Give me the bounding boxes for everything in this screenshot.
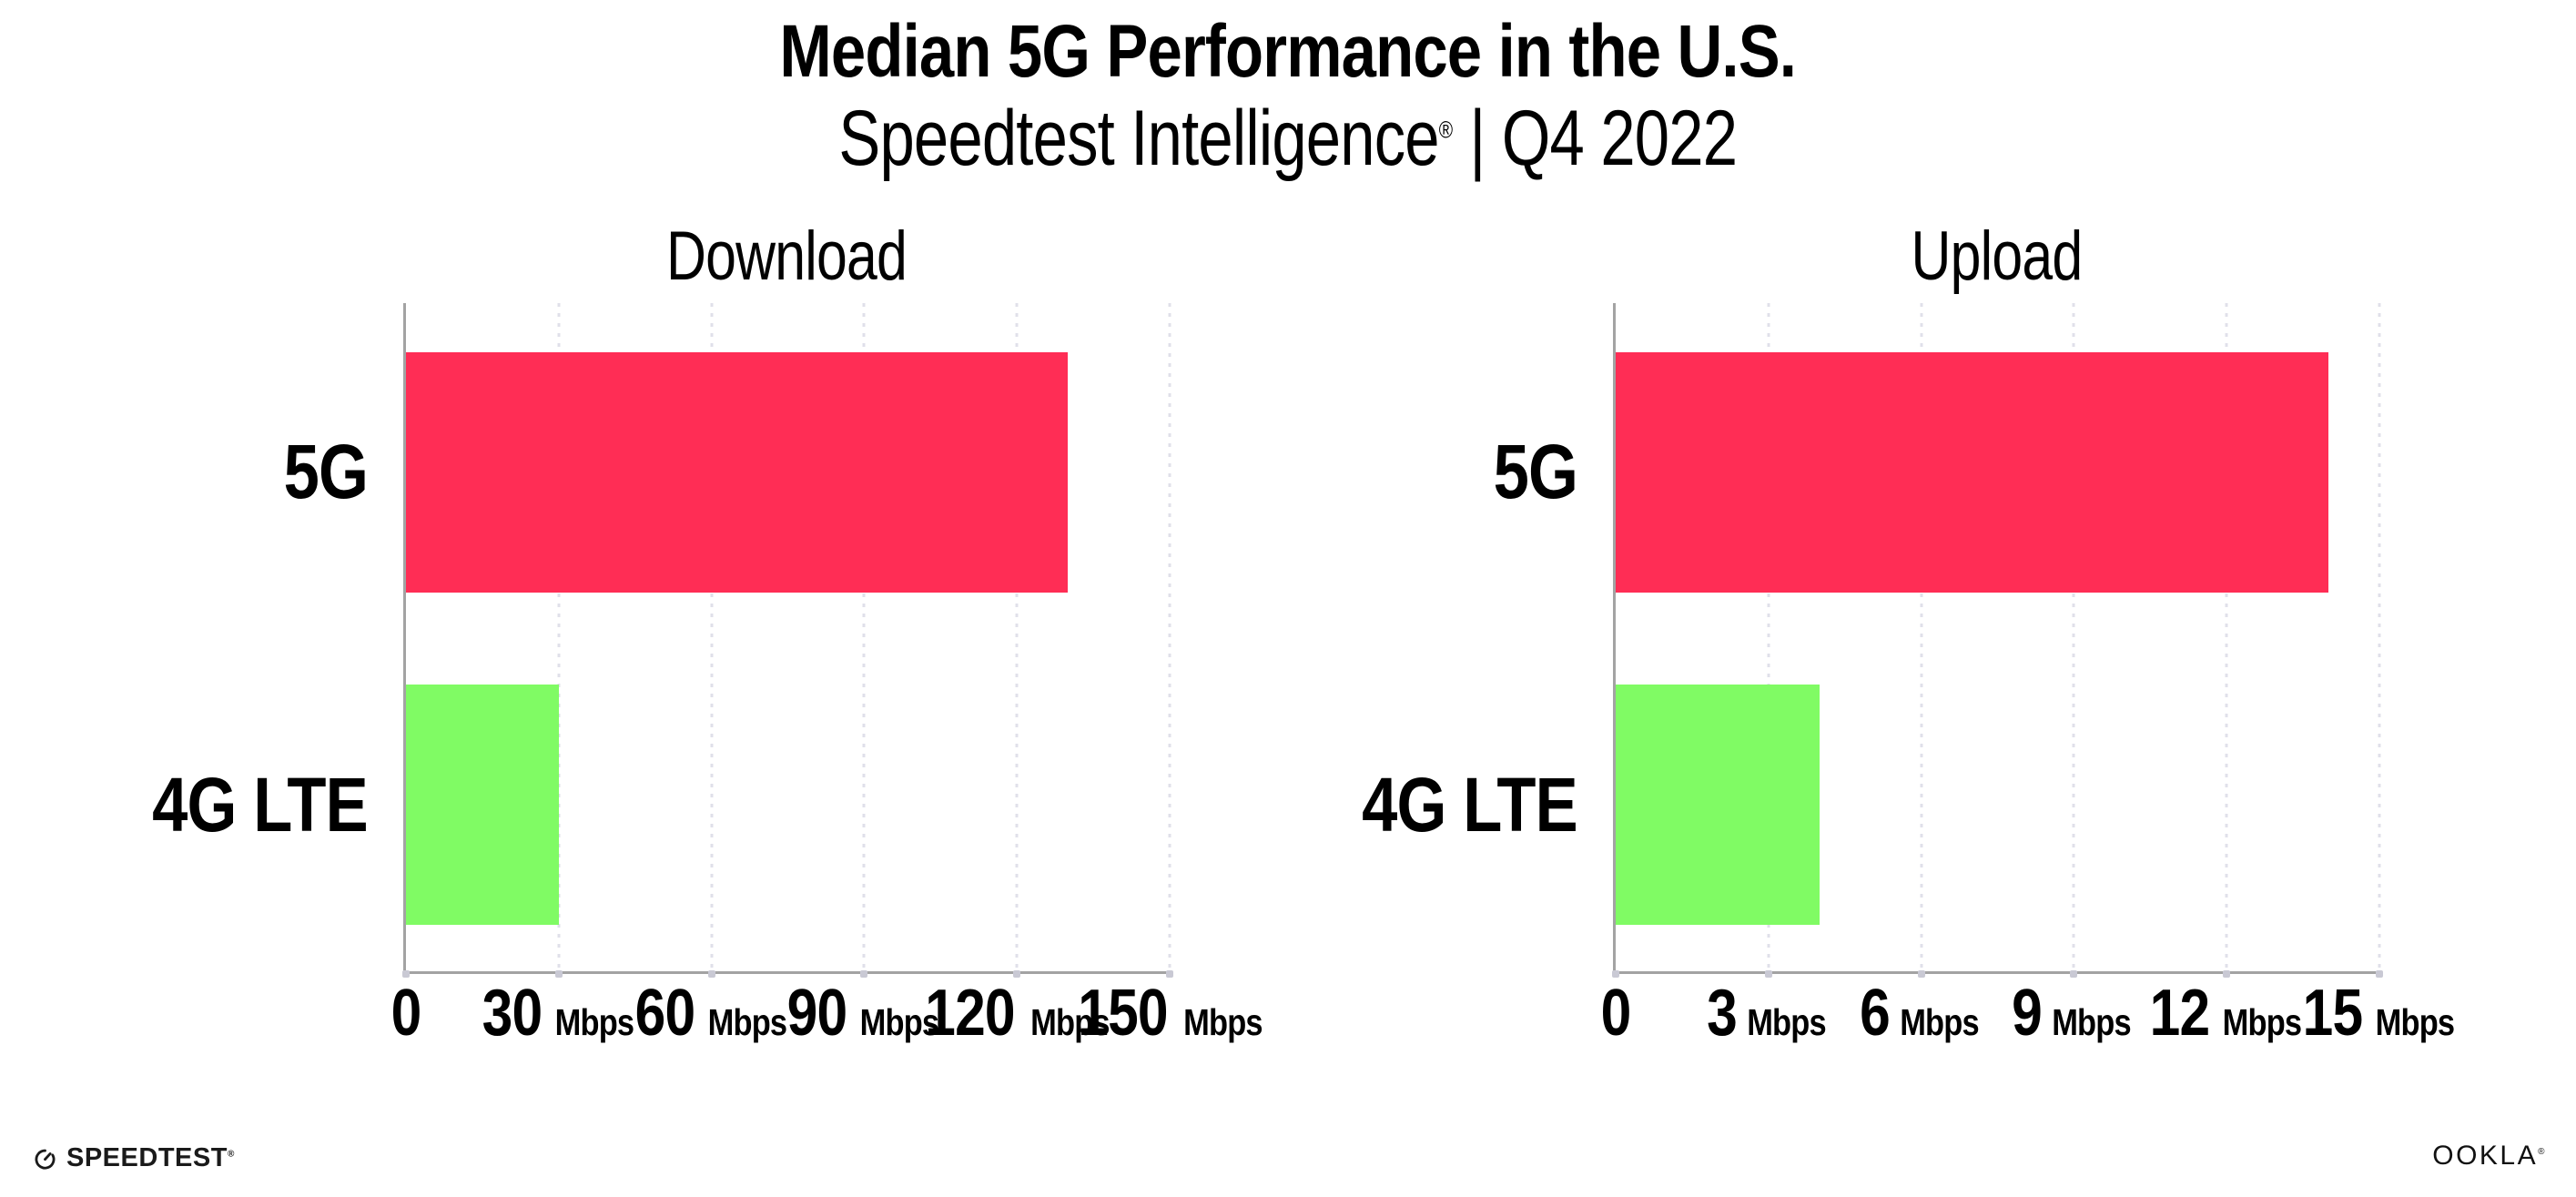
x-tick-label: 0 xyxy=(1597,980,1633,1046)
upload-chart-title: Upload xyxy=(1911,218,2083,295)
upload-gridlines xyxy=(1612,303,2383,978)
tick-value: 120 xyxy=(925,977,1015,1050)
tick-value: 12 xyxy=(2149,977,2210,1050)
tick-value: 150 xyxy=(1078,977,1168,1050)
axis-tick-mark xyxy=(860,970,868,978)
tick-unit: Mbps xyxy=(2375,1001,2455,1043)
ookla-wordmark: OOKLA xyxy=(2432,1141,2539,1171)
axis-tick-mark xyxy=(554,970,563,978)
subtitle-period: Q4 2022 xyxy=(1502,95,1738,182)
gridline xyxy=(1767,303,1770,971)
download-plot-area: 5G 4G LTE 0 30 Mbps 60 Mbps 90 Mbps 120 Mbps 150 M… xyxy=(152,303,1263,1046)
tick-unit: Mbps xyxy=(1899,1001,1979,1043)
tick-unit: Mbps xyxy=(1747,1001,1826,1043)
registered-mark: ® xyxy=(1439,116,1454,144)
gridline xyxy=(1015,303,1019,971)
x-tick-label: 12 Mbps xyxy=(2145,980,2309,1046)
tick-value: 90 xyxy=(787,977,847,1050)
page-subtitle: Speedtest Intelligence® | Q4 2022 xyxy=(0,95,2576,182)
speedtest-gauge-icon xyxy=(35,1149,56,1170)
gridline xyxy=(1168,303,1171,971)
gridline xyxy=(710,303,714,971)
ookla-logo: OOKLA® xyxy=(2432,1141,2547,1172)
category-label-5g: 5G xyxy=(1493,429,1578,515)
gridline xyxy=(1920,303,1923,971)
tick-value: 0 xyxy=(390,977,422,1050)
x-tick-label: 30 Mbps xyxy=(476,980,641,1046)
gridline xyxy=(2225,303,2228,971)
x-tick-label: 150 Mbps xyxy=(1070,980,1270,1046)
speedtest-wordmark: SPEEDTEST® xyxy=(66,1143,235,1172)
x-tick-label: 3 Mbps xyxy=(1704,980,1833,1046)
tick-value: 30 xyxy=(482,977,543,1050)
speedtest-logo: SPEEDTEST® xyxy=(33,1143,235,1173)
x-tick-label: 60 Mbps xyxy=(629,980,794,1046)
download-gridlines xyxy=(402,303,1173,978)
tick-value: 3 xyxy=(1706,977,1738,1050)
gridline xyxy=(2378,303,2381,971)
axis-tick-mark xyxy=(2376,970,2383,978)
axis-tick-mark xyxy=(1612,970,1619,978)
bar-4g-lte-upload xyxy=(1616,685,1820,926)
upload-chart: Upload 5G 4G LTE 0 3 Mbps 6 Mbps 9 Mbps 12 Mbps 1… xyxy=(1362,218,2455,1138)
gridline xyxy=(557,303,561,971)
category-label-4g-lte: 4G LTE xyxy=(1362,761,1578,847)
page-title: Median 5G Performance in the U.S. xyxy=(779,10,1798,93)
tick-value: 6 xyxy=(1859,977,1891,1050)
axis-tick-mark xyxy=(1166,970,1173,978)
axis-tick-mark xyxy=(707,970,715,978)
x-tick-label: 90 Mbps xyxy=(782,980,947,1046)
x-tick-label: 6 Mbps xyxy=(1857,980,1986,1046)
x-tick-label: 120 Mbps xyxy=(917,980,1117,1046)
gridline xyxy=(2072,303,2075,971)
tick-unit: Mbps xyxy=(1030,1001,1111,1043)
axis-tick-mark xyxy=(1013,970,1021,978)
registered-mark: ® xyxy=(227,1149,235,1160)
bar-5g-upload xyxy=(1616,351,2329,593)
tick-value: 9 xyxy=(2012,977,2043,1050)
bar-5g-download xyxy=(406,351,1069,593)
upload-plot-area: 5G 4G LTE 0 3 Mbps 6 Mbps 9 Mbps 12 Mbps 15 Mbps xyxy=(1362,303,2455,1046)
bar-4g-lte-download xyxy=(406,685,559,926)
axis-tick-mark xyxy=(2070,970,2078,978)
axis-tick-mark xyxy=(402,970,410,978)
x-tick-label: 9 Mbps xyxy=(2009,980,2138,1046)
axis-tick-mark xyxy=(1917,970,1925,978)
category-label-5g: 5G xyxy=(283,429,369,515)
download-chart: Download 5G 4G LTE 0 30 Mbps 60 Mbps 90 Mbps 12… xyxy=(152,218,1263,1138)
tick-unit: Mbps xyxy=(1183,1001,1263,1043)
tick-unit: Mbps xyxy=(707,1001,786,1043)
x-tick-label: 0 xyxy=(388,980,423,1046)
gridline xyxy=(862,303,866,971)
tick-value: 15 xyxy=(2302,977,2363,1050)
tick-value: 0 xyxy=(1600,977,1632,1050)
tick-unit: Mbps xyxy=(554,1001,634,1043)
category-label-4g-lte: 4G LTE xyxy=(152,761,369,847)
tick-value: 60 xyxy=(634,977,695,1050)
tick-unit: Mbps xyxy=(860,1001,939,1043)
tick-unit: Mbps xyxy=(2052,1001,2132,1043)
subtitle-brand: Speedtest Intelligence xyxy=(838,95,1440,182)
x-tick-label: 15 Mbps xyxy=(2297,980,2461,1046)
axis-tick-mark xyxy=(1764,970,1772,978)
registered-mark: ® xyxy=(2538,1147,2547,1157)
tick-unit: Mbps xyxy=(2222,1001,2302,1043)
subtitle-separator: | xyxy=(1453,95,1503,182)
download-chart-title: Download xyxy=(666,218,908,295)
axis-tick-mark xyxy=(2223,970,2231,978)
